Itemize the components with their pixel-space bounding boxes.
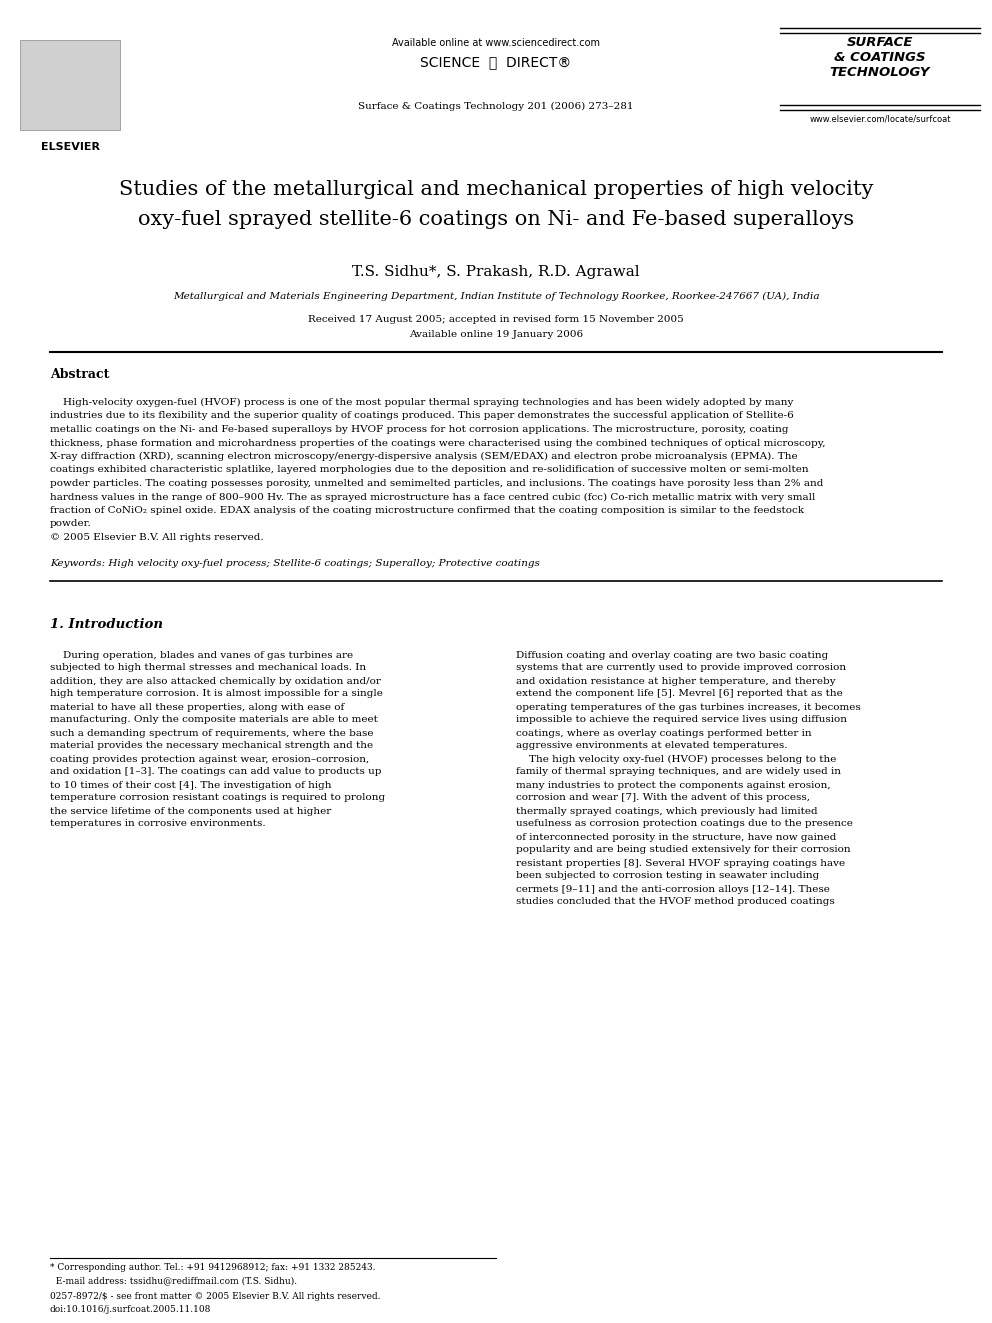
Text: Diffusion coating and overlay coating are two basic coating: Diffusion coating and overlay coating ar… bbox=[516, 651, 828, 659]
Text: family of thermal spraying techniques, and are widely used in: family of thermal spraying techniques, a… bbox=[516, 767, 841, 777]
Text: to 10 times of their cost [4]. The investigation of high: to 10 times of their cost [4]. The inves… bbox=[50, 781, 331, 790]
Text: coatings, where as overlay coatings performed better in: coatings, where as overlay coatings perf… bbox=[516, 729, 811, 737]
Text: usefulness as corrosion protection coatings due to the presence: usefulness as corrosion protection coati… bbox=[516, 819, 853, 828]
Text: metallic coatings on the Ni- and Fe-based superalloys by HVOF process for hot co: metallic coatings on the Ni- and Fe-base… bbox=[50, 425, 789, 434]
Text: corrosion and wear [7]. With the advent of this process,: corrosion and wear [7]. With the advent … bbox=[516, 794, 810, 803]
Text: SCIENCE  ⓐ  DIRECT®: SCIENCE ⓐ DIRECT® bbox=[421, 56, 571, 69]
Text: of interconnected porosity in the structure, have now gained: of interconnected porosity in the struct… bbox=[516, 832, 836, 841]
Text: and oxidation [1–3]. The coatings can add value to products up: and oxidation [1–3]. The coatings can ad… bbox=[50, 767, 382, 777]
Text: aggressive environments at elevated temperatures.: aggressive environments at elevated temp… bbox=[516, 741, 788, 750]
Text: extend the component life [5]. Mevrel [6] reported that as the: extend the component life [5]. Mevrel [6… bbox=[516, 689, 843, 699]
Text: www.elsevier.com/locate/surfcoat: www.elsevier.com/locate/surfcoat bbox=[809, 114, 950, 123]
Text: Surface & Coatings Technology 201 (2006) 273–281: Surface & Coatings Technology 201 (2006)… bbox=[358, 102, 634, 111]
Text: Received 17 August 2005; accepted in revised form 15 November 2005: Received 17 August 2005; accepted in rev… bbox=[309, 315, 683, 324]
Text: temperatures in corrosive environments.: temperatures in corrosive environments. bbox=[50, 819, 266, 828]
Text: studies concluded that the HVOF method produced coatings: studies concluded that the HVOF method p… bbox=[516, 897, 834, 906]
Text: the service lifetime of the components used at higher: the service lifetime of the components u… bbox=[50, 807, 331, 815]
Text: operating temperatures of the gas turbines increases, it becomes: operating temperatures of the gas turbin… bbox=[516, 703, 861, 712]
Text: addition, they are also attacked chemically by oxidation and/or: addition, they are also attacked chemica… bbox=[50, 676, 381, 685]
Text: material provides the necessary mechanical strength and the: material provides the necessary mechanic… bbox=[50, 741, 373, 750]
Text: During operation, blades and vanes of gas turbines are: During operation, blades and vanes of ga… bbox=[50, 651, 353, 659]
Text: coating provides protection against wear, erosion–corrosion,: coating provides protection against wear… bbox=[50, 754, 369, 763]
Text: Keywords: High velocity oxy-fuel process; Stellite-6 coatings; Superalloy; Prote: Keywords: High velocity oxy-fuel process… bbox=[50, 558, 540, 568]
Text: Studies of the metallurgical and mechanical properties of high velocity: Studies of the metallurgical and mechani… bbox=[119, 180, 873, 198]
Text: T.S. Sidhu*, S. Prakash, R.D. Agrawal: T.S. Sidhu*, S. Prakash, R.D. Agrawal bbox=[352, 265, 640, 279]
Text: powder particles. The coating possesses porosity, unmelted and semimelted partic: powder particles. The coating possesses … bbox=[50, 479, 823, 488]
Text: many industries to protect the components against erosion,: many industries to protect the component… bbox=[516, 781, 830, 790]
Text: oxy-fuel sprayed stellite-6 coatings on Ni- and Fe-based superalloys: oxy-fuel sprayed stellite-6 coatings on … bbox=[138, 210, 854, 229]
Text: industries due to its flexibility and the superior quality of coatings produced.: industries due to its flexibility and th… bbox=[50, 411, 794, 421]
Text: © 2005 Elsevier B.V. All rights reserved.: © 2005 Elsevier B.V. All rights reserved… bbox=[50, 533, 264, 542]
Text: been subjected to corrosion testing in seawater including: been subjected to corrosion testing in s… bbox=[516, 872, 819, 881]
Text: cermets [9–11] and the anti-corrosion alloys [12–14]. These: cermets [9–11] and the anti-corrosion al… bbox=[516, 885, 830, 893]
Text: hardness values in the range of 800–900 Hv. The as sprayed microstructure has a : hardness values in the range of 800–900 … bbox=[50, 492, 815, 501]
Text: material to have all these properties, along with ease of: material to have all these properties, a… bbox=[50, 703, 344, 712]
Text: powder.: powder. bbox=[50, 520, 91, 528]
Text: * Corresponding author. Tel.: +91 9412968912; fax: +91 1332 285243.: * Corresponding author. Tel.: +91 941296… bbox=[50, 1263, 376, 1271]
Text: such a demanding spectrum of requirements, where the base: such a demanding spectrum of requirement… bbox=[50, 729, 374, 737]
Text: and oxidation resistance at higher temperature, and thereby: and oxidation resistance at higher tempe… bbox=[516, 676, 835, 685]
Text: thickness, phase formation and microhardness properties of the coatings were cha: thickness, phase formation and microhard… bbox=[50, 438, 825, 447]
Text: 1. Introduction: 1. Introduction bbox=[50, 618, 163, 631]
Text: X-ray diffraction (XRD), scanning electron microscopy/energy-dispersive analysis: X-ray diffraction (XRD), scanning electr… bbox=[50, 452, 798, 462]
Text: Available online 19 January 2006: Available online 19 January 2006 bbox=[409, 329, 583, 339]
Text: ELSEVIER: ELSEVIER bbox=[41, 142, 99, 152]
Text: temperature corrosion resistant coatings is required to prolong: temperature corrosion resistant coatings… bbox=[50, 794, 385, 803]
Text: systems that are currently used to provide improved corrosion: systems that are currently used to provi… bbox=[516, 664, 846, 672]
Text: manufacturing. Only the composite materials are able to meet: manufacturing. Only the composite materi… bbox=[50, 716, 378, 725]
Text: popularity and are being studied extensively for their corrosion: popularity and are being studied extensi… bbox=[516, 845, 850, 855]
Text: thermally sprayed coatings, which previously had limited: thermally sprayed coatings, which previo… bbox=[516, 807, 817, 815]
Text: coatings exhibited characteristic splatlike, layered morphologies due to the dep: coatings exhibited characteristic splatl… bbox=[50, 466, 808, 475]
Text: Abstract: Abstract bbox=[50, 368, 109, 381]
Text: subjected to high thermal stresses and mechanical loads. In: subjected to high thermal stresses and m… bbox=[50, 664, 366, 672]
Text: high temperature corrosion. It is almost impossible for a single: high temperature corrosion. It is almost… bbox=[50, 689, 383, 699]
Text: Available online at www.sciencedirect.com: Available online at www.sciencedirect.co… bbox=[392, 38, 600, 48]
Text: High-velocity oxygen-fuel (HVOF) process is one of the most popular thermal spra: High-velocity oxygen-fuel (HVOF) process… bbox=[50, 398, 794, 407]
Text: The high velocity oxy-fuel (HVOF) processes belong to the: The high velocity oxy-fuel (HVOF) proces… bbox=[516, 754, 836, 763]
Bar bbox=[20, 40, 120, 130]
Text: doi:10.1016/j.surfcoat.2005.11.108: doi:10.1016/j.surfcoat.2005.11.108 bbox=[50, 1304, 211, 1314]
Text: 0257-8972/$ - see front matter © 2005 Elsevier B.V. All rights reserved.: 0257-8972/$ - see front matter © 2005 El… bbox=[50, 1293, 381, 1301]
Text: E-mail address: tssidhu@rediffmail.com (T.S. Sidhu).: E-mail address: tssidhu@rediffmail.com (… bbox=[50, 1275, 298, 1285]
Text: resistant properties [8]. Several HVOF spraying coatings have: resistant properties [8]. Several HVOF s… bbox=[516, 859, 845, 868]
Text: Metallurgical and Materials Engineering Department, Indian Institute of Technolo: Metallurgical and Materials Engineering … bbox=[173, 292, 819, 302]
Text: impossible to achieve the required service lives using diffusion: impossible to achieve the required servi… bbox=[516, 716, 847, 725]
Text: SURFACE
& COATINGS
TECHNOLOGY: SURFACE & COATINGS TECHNOLOGY bbox=[829, 36, 930, 79]
Text: fraction of CoNiO₂ spinel oxide. EDAX analysis of the coating microstructure con: fraction of CoNiO₂ spinel oxide. EDAX an… bbox=[50, 505, 804, 515]
